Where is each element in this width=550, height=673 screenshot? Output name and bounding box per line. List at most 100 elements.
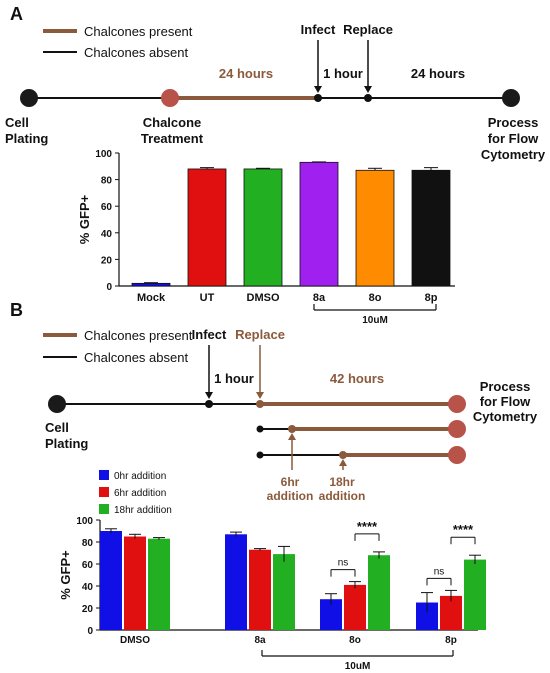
timeline-b-6h-add-dot — [288, 425, 296, 433]
add-18h-label-1: 18hr — [329, 475, 355, 489]
chart-b-bar — [344, 584, 366, 630]
timeline-b-start-dot — [48, 395, 66, 413]
process-b-1: Process — [480, 379, 531, 394]
chart-b-legend-label: 18hr addition — [114, 505, 172, 516]
chart-b-y-tick-label: 100 — [76, 516, 93, 527]
chart-a-y-tick-label: 40 — [101, 229, 113, 240]
chart-a-x-tick-label: UT — [200, 292, 215, 304]
replace-b-label: Replace — [235, 327, 285, 342]
chart-b-bar — [225, 534, 247, 630]
chart-a-bar — [131, 282, 171, 287]
chart-a-bar — [243, 168, 283, 287]
chart-a-bar — [411, 169, 451, 287]
timeline-b-infect-dot — [205, 400, 213, 408]
process-a-2: for Flow — [488, 131, 539, 146]
legend-b-present-label: Chalcones present — [84, 328, 193, 343]
add-6h-arrowhead — [288, 433, 296, 440]
chart-b-legend-swatch — [99, 470, 109, 480]
chart-b-y-tick-label: 20 — [82, 604, 94, 615]
chart-a-x-tick-label: Mock — [137, 292, 166, 304]
chart-a-y-axis-label: % GFP+ — [77, 194, 92, 244]
cell-plating-a-1: Cell — [5, 115, 29, 130]
timeline-b-6h-start-dot — [256, 425, 264, 433]
chart-b-bar — [124, 536, 146, 630]
chart-b-sig-ns-label: ns — [338, 558, 349, 569]
replace-a-label: Replace — [343, 22, 393, 37]
timeline-b-end-dot-2 — [448, 420, 466, 438]
chart-b-sig-star-label: **** — [357, 519, 378, 534]
process-a-1: Process — [488, 115, 539, 130]
chalcone-treatment-2: Treatment — [141, 131, 204, 146]
chart-b-bar — [368, 555, 390, 630]
replace-a-arrowhead — [364, 86, 372, 93]
chart-b-x-tick-label: 8o — [349, 635, 361, 646]
chart-b-bracket-label: 10uM — [345, 661, 371, 672]
chart-b-bar — [249, 549, 271, 630]
legend-a-absent-label: Chalcones absent — [84, 45, 188, 60]
add-18h-arrowhead — [339, 459, 347, 466]
timeline-b-42h: 42 hours — [330, 371, 384, 386]
infect-a-label: Infect — [301, 22, 336, 37]
timeline-b-18h-start-dot — [256, 451, 264, 459]
timeline-b-end-dot-1 — [448, 395, 466, 413]
chart-b-y-tick-label: 80 — [82, 538, 94, 549]
chart-b-bar — [440, 595, 462, 630]
chart-a-bar — [187, 168, 227, 287]
add-6h-label-2: addition — [267, 489, 314, 503]
chart-a-bar — [299, 161, 339, 287]
chart-a-x-tick-label: DMSO — [247, 292, 280, 304]
chart-b-y-tick-label: 40 — [82, 582, 94, 593]
timeline-a-end-dot — [502, 89, 520, 107]
chart-b-legend-label: 0hr addition — [114, 471, 166, 482]
chart-b-y-tick-label: 0 — [87, 626, 93, 637]
chart-b-x-tick-label: 8a — [254, 635, 266, 646]
chart-b-bar — [320, 599, 342, 630]
chart-b-bar — [100, 531, 122, 630]
panel-a-letter: A — [10, 4, 23, 24]
chart-b-sig-star-label: **** — [453, 522, 474, 537]
chart-a-bar — [355, 169, 395, 287]
chart-a-x-tick-label: 8o — [369, 292, 382, 304]
chart-b-bar — [273, 554, 295, 630]
legend-b-absent-label: Chalcones absent — [84, 350, 188, 365]
timeline-a-infect-dot — [314, 94, 322, 102]
cell-plating-a-2: Plating — [5, 131, 48, 146]
chart-b-x-tick-label: DMSO — [120, 635, 150, 646]
process-b-2: for Flow — [480, 394, 531, 409]
chart-a-y-tick-label: 20 — [101, 255, 113, 266]
chart-b-legend-label: 6hr addition — [114, 488, 166, 499]
chart-b-y-tick-label: 60 — [82, 560, 94, 571]
legend-a-present-label: Chalcones present — [84, 24, 193, 39]
chart-b-legend-swatch — [99, 504, 109, 514]
chart-a-y-tick-label: 80 — [101, 176, 113, 187]
chart-a-bracket-label: 10uM — [362, 315, 388, 326]
chart-a-y-tick-label: 60 — [101, 202, 113, 213]
chart-a-x-tick-label: 8a — [313, 292, 326, 304]
timeline-b-replace-dot — [256, 400, 264, 408]
timeline-a-start-dot — [20, 89, 38, 107]
cell-plating-b-2: Plating — [45, 436, 88, 451]
chalcone-treatment-1: Chalcone — [143, 115, 202, 130]
chart-a: 0 20 40 60 80 100 % GFP+ Mock UT DMSO 8a 8o 8p 10uM — [77, 149, 455, 326]
chart-b-bar — [464, 559, 486, 630]
timeline-a-1h: 1 hour — [323, 66, 363, 81]
timeline-a-24h-2: 24 hours — [411, 66, 465, 81]
timeline-b-end-dot-3 — [448, 446, 466, 464]
infect-a-arrowhead — [314, 86, 322, 93]
chart-a-y-tick-label: 100 — [95, 149, 112, 160]
infect-b-arrowhead — [205, 392, 213, 399]
timeline-b-18h-add-dot — [339, 451, 347, 459]
chart-a-x-tick-label: 8p — [425, 292, 438, 304]
timeline-b-1h: 1 hour — [214, 371, 254, 386]
chart-b-x-tick-label: 8p — [445, 635, 457, 646]
chart-b-bar — [148, 538, 170, 630]
chart-b: 0 20 40 60 80 100 % GFP+ 0hr addition 6hr additi… — [58, 470, 486, 672]
chart-b-sig-ns-label: ns — [434, 566, 445, 577]
chart-b-bar — [416, 602, 438, 630]
panel-b-letter: B — [10, 300, 23, 320]
add-6h-label-1: 6hr — [281, 475, 300, 489]
add-18h-label-2: addition — [319, 489, 366, 503]
chart-a-y-tick-label: 0 — [106, 282, 112, 293]
chart-b-y-axis-label: % GFP+ — [58, 550, 73, 600]
